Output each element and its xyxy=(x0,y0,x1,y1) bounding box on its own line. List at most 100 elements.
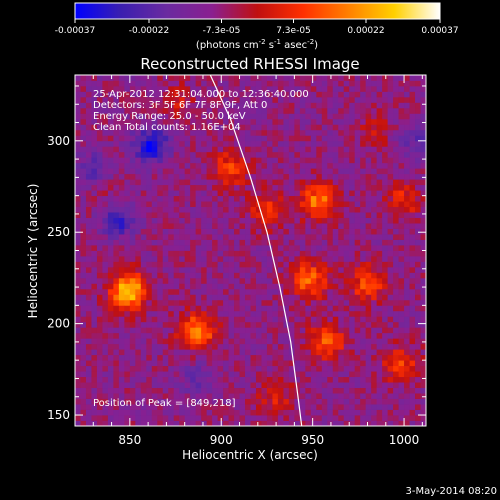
heatmap-pixel xyxy=(272,201,279,208)
heatmap-pixel xyxy=(168,360,175,367)
heatmap-pixel xyxy=(212,404,218,410)
heatmap-pixel xyxy=(327,80,334,87)
heatmap-pixel xyxy=(223,349,229,356)
heatmap-pixel xyxy=(245,151,251,158)
heatmap-pixel xyxy=(91,371,98,378)
heatmap-pixel xyxy=(129,245,136,251)
heatmap-pixel xyxy=(338,245,345,251)
heatmap-pixel xyxy=(80,195,87,202)
heatmap-pixel xyxy=(393,277,399,284)
heatmap-pixel xyxy=(217,277,224,284)
heatmap-pixel xyxy=(283,299,290,306)
heatmap-pixel xyxy=(283,129,290,136)
heatmap-pixel xyxy=(80,113,87,120)
heatmap-pixel xyxy=(124,168,131,175)
heatmap-pixel xyxy=(212,146,218,153)
heatmap-pixel xyxy=(201,179,208,186)
heatmap-pixel xyxy=(305,305,312,312)
heatmap-pixel xyxy=(201,173,208,180)
heatmap-pixel xyxy=(316,245,323,251)
heatmap-pixel xyxy=(245,113,251,120)
heatmap-pixel xyxy=(321,354,328,361)
heatmap-pixel xyxy=(96,321,103,328)
heatmap-pixel xyxy=(107,206,114,213)
heatmap-pixel xyxy=(234,184,240,191)
heatmap-pixel xyxy=(250,272,257,279)
heatmap-pixel xyxy=(305,338,312,345)
heatmap-pixel xyxy=(255,239,262,246)
heatmap-pixel xyxy=(343,415,350,421)
heatmap-pixel xyxy=(321,332,328,339)
heatmap-pixel xyxy=(206,371,213,378)
heatmap-pixel xyxy=(255,338,262,345)
heatmap-pixel xyxy=(382,272,389,279)
heatmap-pixel xyxy=(354,382,361,389)
heatmap-pixel xyxy=(162,228,169,235)
heatmap-pixel xyxy=(151,201,158,208)
heatmap-pixel xyxy=(371,206,378,213)
heatmap-pixel xyxy=(151,404,158,410)
heatmap-pixel xyxy=(168,272,175,279)
heatmap-pixel xyxy=(228,151,235,158)
heatmap-pixel xyxy=(371,299,378,306)
heatmap-pixel xyxy=(343,107,350,114)
heatmap-pixel xyxy=(140,365,147,372)
heatmap-pixel xyxy=(135,179,142,186)
heatmap-pixel xyxy=(195,261,202,268)
heatmap-pixel xyxy=(75,349,81,356)
heatmap-pixel xyxy=(310,151,317,158)
heatmap-pixel xyxy=(85,393,92,399)
heatmap-pixel xyxy=(91,283,98,290)
heatmap-pixel xyxy=(91,151,98,158)
heatmap-pixel xyxy=(239,201,246,208)
heatmap-pixel xyxy=(272,91,279,98)
heatmap-pixel xyxy=(338,129,345,136)
heatmap-pixel xyxy=(96,376,103,383)
heatmap-pixel xyxy=(382,217,389,224)
heatmap-pixel xyxy=(288,75,295,81)
heatmap-pixel xyxy=(140,168,147,175)
heatmap-pixel xyxy=(316,338,323,345)
heatmap-pixel xyxy=(179,250,186,257)
heatmap-pixel xyxy=(277,151,284,158)
heatmap-pixel xyxy=(255,129,262,136)
heatmap-pixel xyxy=(201,387,208,394)
heatmap-pixel xyxy=(354,321,361,328)
heatmap-pixel xyxy=(157,305,164,312)
heatmap-pixel xyxy=(140,299,147,306)
heatmap-pixel xyxy=(195,129,202,136)
heatmap-pixel xyxy=(277,272,284,279)
heatmap-pixel xyxy=(129,146,136,153)
heatmap-pixel xyxy=(124,118,131,125)
heatmap-pixel xyxy=(223,179,229,186)
heatmap-pixel xyxy=(140,277,147,284)
heatmap-pixel xyxy=(393,113,399,120)
heatmap-pixel xyxy=(332,206,339,213)
heatmap-pixel xyxy=(162,217,169,224)
heatmap-pixel xyxy=(212,305,218,312)
heatmap-pixel xyxy=(234,190,240,197)
heatmap-pixel xyxy=(365,96,372,103)
heatmap-pixel xyxy=(409,239,416,246)
heatmap-pixel xyxy=(85,75,92,81)
heatmap-pixel xyxy=(118,245,125,251)
heatmap-pixel xyxy=(316,173,323,180)
heatmap-pixel xyxy=(371,118,378,125)
heatmap-pixel xyxy=(102,80,109,87)
heatmap-pixel xyxy=(151,162,158,169)
heatmap-pixel xyxy=(415,135,421,142)
heatmap-pixel xyxy=(179,124,186,131)
heatmap-pixel xyxy=(91,255,98,262)
heatmap-pixel xyxy=(299,393,306,399)
heatmap-pixel xyxy=(234,420,240,426)
heatmap-pixel xyxy=(234,75,240,81)
heatmap-pixel xyxy=(360,316,367,323)
heatmap-pixel xyxy=(343,212,350,218)
heatmap-pixel xyxy=(371,75,378,81)
heatmap-pixel xyxy=(354,162,361,169)
heatmap-pixel xyxy=(376,420,383,426)
heatmap-pixel xyxy=(190,195,197,202)
heatmap-pixel xyxy=(305,146,312,153)
heatmap-pixel xyxy=(294,305,301,312)
heatmap-pixel xyxy=(239,228,246,235)
